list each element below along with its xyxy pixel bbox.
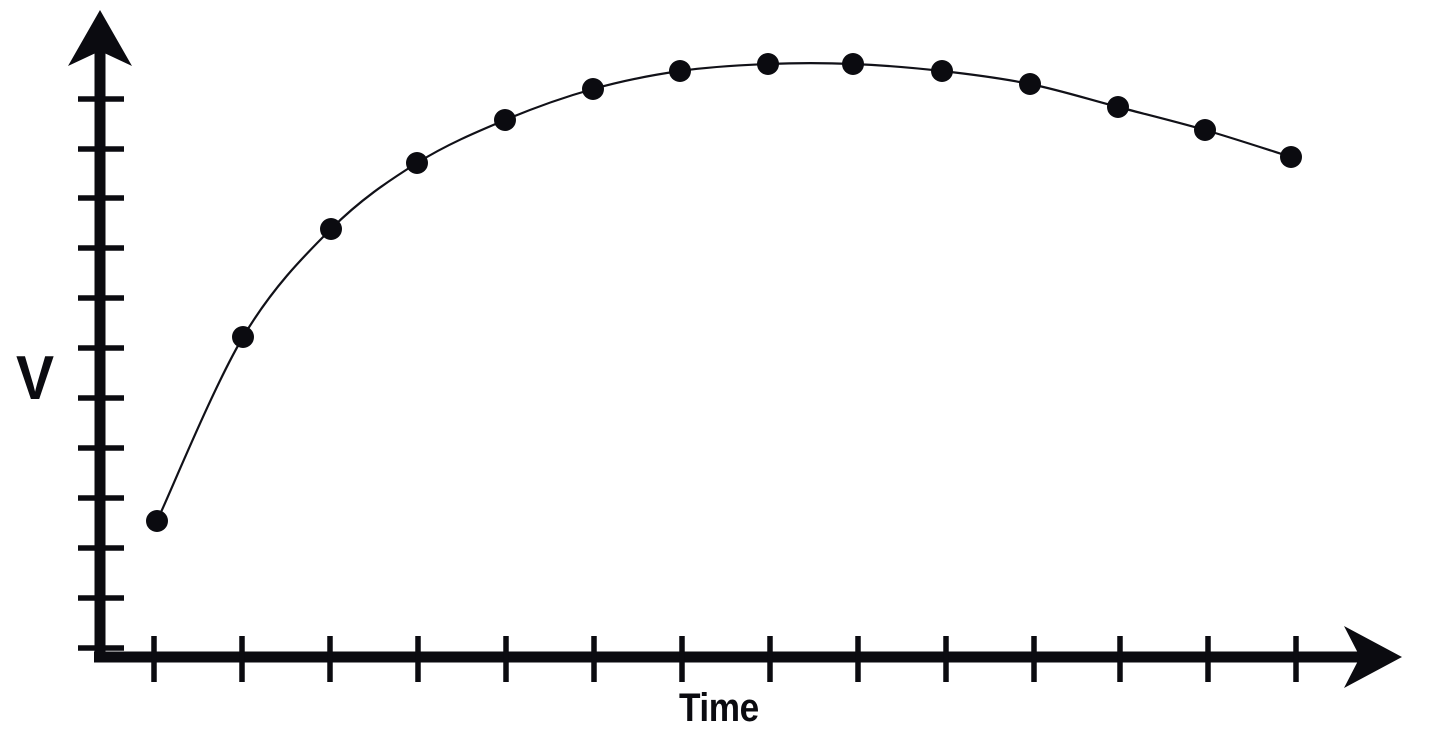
data-point: [232, 326, 254, 348]
data-series-markers: [146, 53, 1302, 532]
data-point: [1019, 73, 1041, 95]
data-point: [842, 53, 864, 75]
data-point: [320, 218, 342, 240]
data-point: [406, 152, 428, 174]
x-axis-group: [94, 626, 1402, 688]
data-point: [757, 53, 779, 75]
data-point: [1280, 146, 1302, 168]
x-axis-label: Time: [679, 686, 759, 730]
data-point: [669, 60, 691, 82]
right-arrow-icon: [1344, 626, 1402, 688]
data-point: [931, 60, 953, 82]
data-series-line: [155, 62, 1293, 523]
data-point: [582, 78, 604, 100]
data-point: [146, 510, 168, 532]
x-axis-ticks: [151, 636, 1299, 682]
data-point: [1194, 119, 1216, 141]
y-axis-group: [68, 10, 132, 660]
data-point: [1107, 96, 1129, 118]
up-arrow-icon: [68, 10, 132, 66]
y-axis-label: V: [16, 344, 54, 413]
y-axis-ticks: [78, 96, 124, 651]
data-point: [494, 109, 516, 131]
